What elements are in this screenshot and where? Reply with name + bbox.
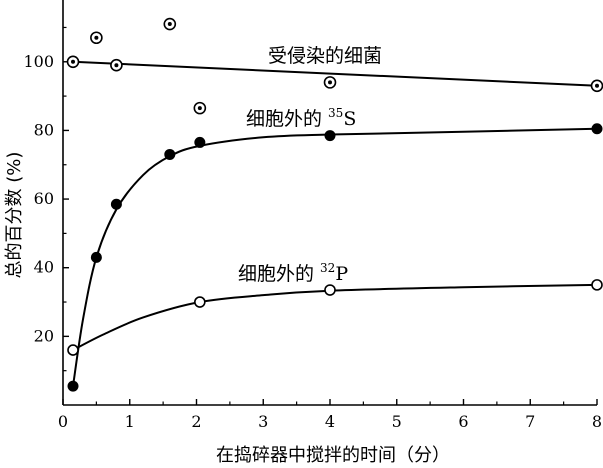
data-point-dotted bbox=[193, 101, 207, 115]
x-tick-label: 7 bbox=[525, 412, 535, 431]
series-labels: 受侵染的细菌 细胞外的 35S 细胞外的 32P bbox=[238, 45, 382, 285]
data-point-open bbox=[591, 279, 603, 291]
data-point-dotted bbox=[163, 17, 177, 31]
data-point-open bbox=[324, 284, 336, 296]
data-point-center-dot bbox=[197, 106, 202, 111]
data-point-dotted bbox=[90, 31, 103, 45]
x-tick-label: 8 bbox=[592, 412, 602, 431]
series-label-extracellular-32p: 细胞外的 32P bbox=[238, 261, 348, 285]
data-point-open bbox=[194, 296, 206, 308]
data-point-center-dot bbox=[71, 59, 76, 64]
axes: 0 1 2 3 4 5 6 7 8 20 40 60 80 100 bbox=[23, 0, 602, 431]
x-tick-label: 4 bbox=[325, 412, 335, 431]
y-axis-title: 总的百分数 (%) bbox=[4, 152, 25, 279]
data-point-center-dot bbox=[595, 83, 599, 88]
data-point-dotted bbox=[66, 55, 80, 69]
data-point-center-dot bbox=[328, 80, 332, 85]
x-tick-label: 1 bbox=[125, 412, 135, 431]
data-point-center-dot bbox=[114, 63, 119, 68]
data-point-open bbox=[67, 344, 79, 356]
x-tick-label: 2 bbox=[191, 412, 201, 431]
y-tick-label: 40 bbox=[34, 258, 54, 277]
x-axis-title: 在捣碎器中搅拌的时间（分） bbox=[216, 445, 450, 466]
x-tick-label: 3 bbox=[258, 412, 268, 431]
y-tick-label: 100 bbox=[23, 52, 54, 71]
x-tick-label: 6 bbox=[458, 412, 468, 431]
data-point-dotted bbox=[110, 58, 123, 72]
series-label-extracellular-35s: 细胞外的 35S bbox=[246, 106, 356, 130]
data-point-filled bbox=[591, 123, 603, 135]
fit-curve-series-1 bbox=[72, 127, 598, 387]
fit-curve-series-0 bbox=[72, 60, 598, 87]
data-point-dotted bbox=[590, 79, 603, 93]
x-tick-label: 0 bbox=[58, 412, 68, 431]
data-point-filled bbox=[194, 136, 206, 148]
fit-curves bbox=[72, 60, 598, 387]
y-tick-label: 20 bbox=[34, 326, 54, 345]
data-point-filled bbox=[67, 380, 79, 392]
series-label-infected-bacteria: 受侵染的细菌 bbox=[268, 45, 382, 67]
data-point-center-dot bbox=[167, 22, 172, 27]
data-point-center-dot bbox=[94, 35, 99, 40]
data-point-filled bbox=[164, 148, 176, 160]
y-tick-label: 60 bbox=[34, 189, 54, 208]
x-tick-label: 5 bbox=[392, 412, 402, 431]
data-point-filled bbox=[324, 130, 336, 142]
data-point-dotted bbox=[323, 76, 337, 89]
fit-curve-series-2 bbox=[72, 283, 598, 351]
data-point-filled bbox=[110, 198, 122, 210]
y-tick-label: 80 bbox=[34, 120, 54, 139]
data-point-filled bbox=[90, 251, 102, 263]
